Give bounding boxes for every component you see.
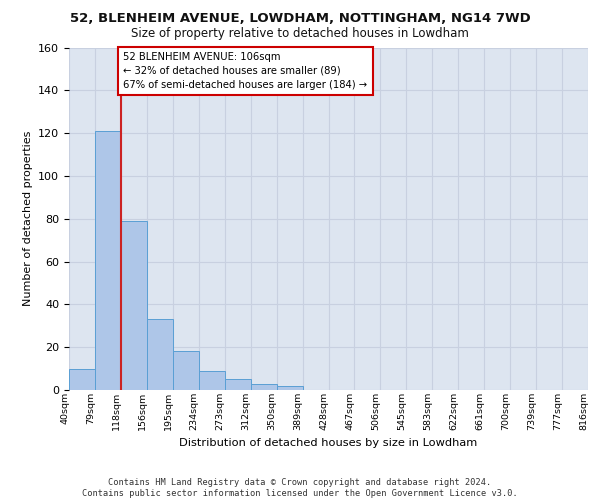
Bar [225,380,251,390]
Bar [199,370,224,390]
Bar [251,384,277,390]
Bar [69,368,95,390]
Bar [277,386,302,390]
Text: 52, BLENHEIM AVENUE, LOWDHAM, NOTTINGHAM, NG14 7WD: 52, BLENHEIM AVENUE, LOWDHAM, NOTTINGHAM… [70,12,530,26]
X-axis label: Distribution of detached houses by size in Lowdham: Distribution of detached houses by size … [179,438,478,448]
Bar [121,221,147,390]
Bar [95,131,121,390]
Text: 52 BLENHEIM AVENUE: 106sqm
← 32% of detached houses are smaller (89)
67% of semi: 52 BLENHEIM AVENUE: 106sqm ← 32% of deta… [124,52,368,90]
Y-axis label: Number of detached properties: Number of detached properties [23,131,32,306]
Bar [147,320,173,390]
Text: Contains HM Land Registry data © Crown copyright and database right 2024.
Contai: Contains HM Land Registry data © Crown c… [82,478,518,498]
Text: Size of property relative to detached houses in Lowdham: Size of property relative to detached ho… [131,28,469,40]
Bar [173,352,199,390]
